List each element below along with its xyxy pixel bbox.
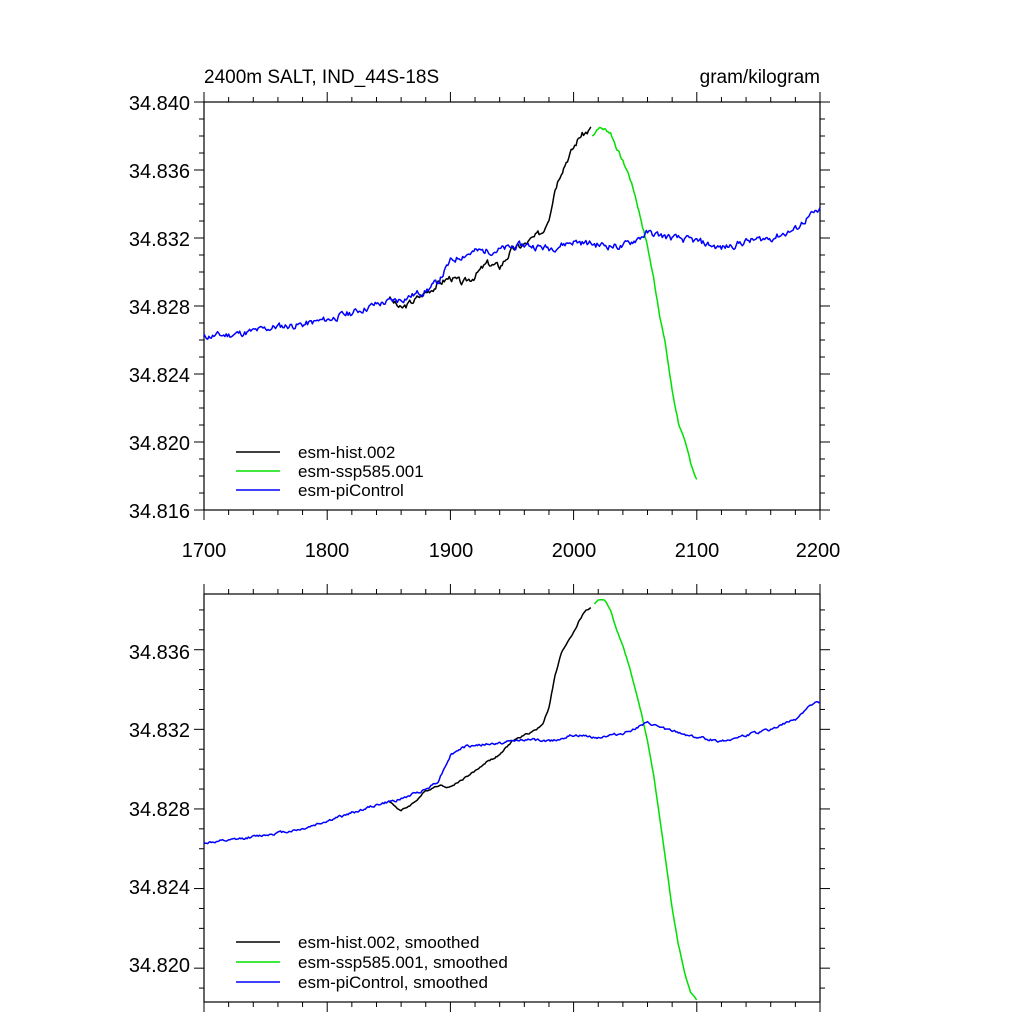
top-ytick-label: 34.836 xyxy=(129,161,190,183)
legend-label-pic: esm-piControl xyxy=(298,481,404,500)
top-xtick-label: 2200 xyxy=(796,540,841,562)
top-ytick-label: 34.832 xyxy=(129,229,190,251)
top-title-left: 2400m SALT, IND_44S-18S xyxy=(204,67,439,88)
bottom-panel: 34.836 34.832 34.828 34.824 34.820 esm-h… xyxy=(129,584,830,1012)
legend-label-hist-smoothed: esm-hist.002, smoothed xyxy=(298,933,479,952)
bottom-plot-frame xyxy=(203,593,821,1003)
top-series xyxy=(203,126,821,480)
legend-label-ssp-smoothed: esm-ssp585.001, smoothed xyxy=(298,953,508,972)
top-ytick-label: 34.840 xyxy=(129,93,190,115)
top-ytick-label: 34.820 xyxy=(129,433,190,455)
top-xtick-label: 1800 xyxy=(305,540,350,562)
bottom-series xyxy=(203,598,821,1001)
top-ytick-label: 34.816 xyxy=(129,501,190,523)
bottom-ytick-label: 34.836 xyxy=(129,642,190,664)
legend-label-ssp: esm-ssp585.001 xyxy=(298,462,424,481)
top-title-right: gram/kilogram xyxy=(700,67,820,88)
top-panel: 2400m SALT, IND_44S-18S gram/kilogram 34… xyxy=(129,67,840,562)
bottom-ytick-label: 34.832 xyxy=(129,720,190,742)
legend-label-pic-smoothed: esm-piControl, smoothed xyxy=(298,973,488,992)
top-series-line-2 xyxy=(203,207,821,340)
bottom-ytick-label: 34.824 xyxy=(129,877,190,899)
bottom-ytick-label: 34.820 xyxy=(129,955,190,977)
top-xtick-label: 1900 xyxy=(429,540,474,562)
bottom-ticks xyxy=(194,584,830,1012)
top-ticks xyxy=(194,92,830,520)
bottom-ytick-label: 34.828 xyxy=(129,799,190,821)
top-ytick-label: 34.828 xyxy=(129,297,190,319)
top-series-line-1 xyxy=(591,126,698,480)
top-xtick-label: 1700 xyxy=(182,540,227,562)
top-xtick-label: 2100 xyxy=(675,540,720,562)
bottom-series-line-2 xyxy=(203,701,821,845)
bottom-series-line-0 xyxy=(388,606,592,812)
top-series-line-0 xyxy=(388,126,592,309)
top-plot-frame xyxy=(203,101,821,511)
top-xtick-label: 2000 xyxy=(552,540,597,562)
top-ytick-label: 34.824 xyxy=(129,365,190,387)
legend-label-hist: esm-hist.002 xyxy=(298,443,395,462)
top-legend: esm-hist.002 esm-ssp585.001 esm-piContro… xyxy=(236,443,424,500)
bottom-legend: esm-hist.002, smoothed esm-ssp585.001, s… xyxy=(236,933,508,992)
bottom-series-line-1 xyxy=(593,598,698,1001)
